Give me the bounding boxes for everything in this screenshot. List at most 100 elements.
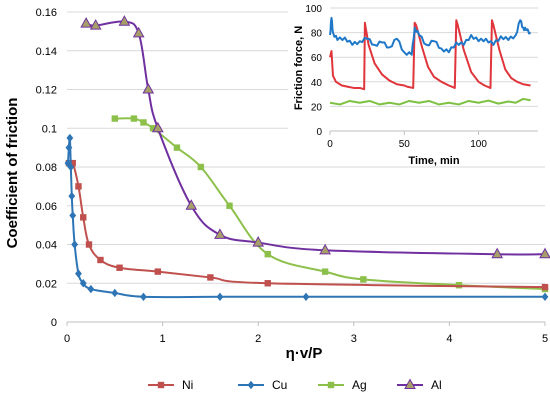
series-cu xyxy=(64,133,549,302)
series-ag-point xyxy=(264,250,271,258)
legend-swatch-marker xyxy=(327,381,335,389)
series-al-point xyxy=(319,243,331,255)
legend-label: Ni xyxy=(182,378,193,392)
legend-item-cu: Cu xyxy=(238,378,287,392)
y-tick-label: 0.04 xyxy=(36,240,57,252)
y-tick-label: 0 xyxy=(51,317,57,329)
series-cu-point xyxy=(87,284,95,294)
series-al-point xyxy=(118,15,131,26)
x-tick-label: 1 xyxy=(160,333,166,345)
legend-item-ag: Ag xyxy=(318,378,367,392)
series-ni-point xyxy=(116,264,123,271)
series-ag xyxy=(111,115,549,293)
inset-y-tick-label: 40 xyxy=(311,78,323,89)
series-ag-point xyxy=(226,202,233,209)
series-ag-point xyxy=(197,163,205,171)
series-cu-point xyxy=(67,162,75,172)
series-cu-point xyxy=(216,292,224,302)
series-ag-point xyxy=(130,115,138,122)
inset-x-axis-title: Time, min xyxy=(408,155,459,167)
y-tick-label: 0.08 xyxy=(36,162,57,174)
series-al-point xyxy=(539,247,550,259)
legend-swatch-marker xyxy=(404,378,416,389)
x-axis-title: η·v/P xyxy=(286,345,323,362)
series-ni-point xyxy=(154,268,162,275)
series-cu-point xyxy=(75,269,82,278)
series-cu-point xyxy=(71,240,79,249)
series-al-point xyxy=(252,236,265,247)
series-al xyxy=(80,15,550,259)
x-tick-label: 3 xyxy=(351,333,357,345)
y-axis-title: Coefficient of friction xyxy=(4,98,21,249)
series-ni-point xyxy=(207,274,214,281)
series-ag-point xyxy=(321,268,329,275)
y-tick-label: 0.06 xyxy=(36,201,57,213)
series-al-point xyxy=(80,17,92,28)
series-ag-point xyxy=(111,115,118,122)
series-cu-point xyxy=(79,279,87,288)
series-ni-point xyxy=(69,159,76,167)
inset-y-tick-label: 60 xyxy=(311,53,323,64)
inset-y-axis-title: Friction force, N xyxy=(293,26,305,110)
series-ni-point xyxy=(264,280,271,287)
x-tick-label: 0 xyxy=(64,333,70,345)
inset-x-tick-label: 100 xyxy=(470,139,487,150)
inset-x-tick-label: 50 xyxy=(399,139,411,150)
series-ag-point xyxy=(360,276,367,283)
series-cu-point xyxy=(65,143,73,152)
legend-item-ni: Ni xyxy=(148,378,193,392)
x-tick-label: 2 xyxy=(255,333,261,345)
series-cu-point xyxy=(64,158,72,168)
series-al-point xyxy=(89,19,102,30)
series-al-point xyxy=(142,82,155,94)
y-tick-label: 0.12 xyxy=(36,85,57,97)
legend-swatch-marker xyxy=(157,381,165,389)
series-ni-point xyxy=(97,256,104,264)
series-ni-point xyxy=(85,241,93,248)
legend-label: Ag xyxy=(352,378,367,392)
x-tick-label: 4 xyxy=(446,333,452,345)
legend: Ni Cu Ag Al xyxy=(148,378,442,392)
series-cu-point xyxy=(302,292,310,302)
series-al-point xyxy=(185,199,198,210)
inset-series-red-line xyxy=(329,19,531,91)
x-tick-label: 5 xyxy=(542,333,548,345)
series-al-point xyxy=(132,26,145,38)
series-cu-point xyxy=(69,211,77,220)
legend-label: Al xyxy=(431,378,442,392)
series-ag-point xyxy=(149,125,157,132)
inset-series-blue-line xyxy=(329,16,532,56)
main-series xyxy=(64,15,550,302)
legend-swatch-marker xyxy=(247,380,255,390)
series-al-point xyxy=(491,247,504,259)
series-ni-point xyxy=(541,283,549,291)
y-tick-label: 0.16 xyxy=(36,7,57,19)
inset-axes: 0 20 40 60 80 100 0 50 100 xyxy=(305,4,538,150)
inset-chart: 0 20 40 60 80 100 0 50 100 Time, min Friction fo… xyxy=(288,4,550,167)
series-ag-point xyxy=(140,119,147,126)
series-ni-point xyxy=(75,183,82,190)
inset-series xyxy=(329,16,532,106)
y-tick-label: 0.02 xyxy=(36,278,57,290)
inset-y-tick-label: 20 xyxy=(311,102,323,113)
main-axes: 0 0.02 0.04 0.06 0.08 0.1 0.12 0.14 0.16 0 1 2 3 4 5 xyxy=(36,7,548,345)
series-al-point xyxy=(214,228,226,239)
inset-y-tick-label: 100 xyxy=(305,4,322,15)
series-ni-point xyxy=(80,214,87,221)
y-tick-label: 0.14 xyxy=(36,46,57,58)
series-al-point xyxy=(151,121,164,133)
series-cu-point xyxy=(66,133,74,143)
inset-y-tick-label: 0 xyxy=(316,127,322,138)
series-cu-line xyxy=(66,136,545,299)
series-cu-point xyxy=(111,288,119,298)
legend-item-al: Al xyxy=(397,378,442,392)
series-ag-point xyxy=(173,144,181,151)
inset-series-green-line xyxy=(329,97,531,106)
inset-y-tick-label: 80 xyxy=(311,29,323,40)
series-cu-point xyxy=(541,292,549,302)
series-ni xyxy=(65,159,549,291)
inset-x-tick-label: 0 xyxy=(327,139,333,150)
inset-background xyxy=(288,4,550,166)
series-cu-point xyxy=(68,191,76,201)
